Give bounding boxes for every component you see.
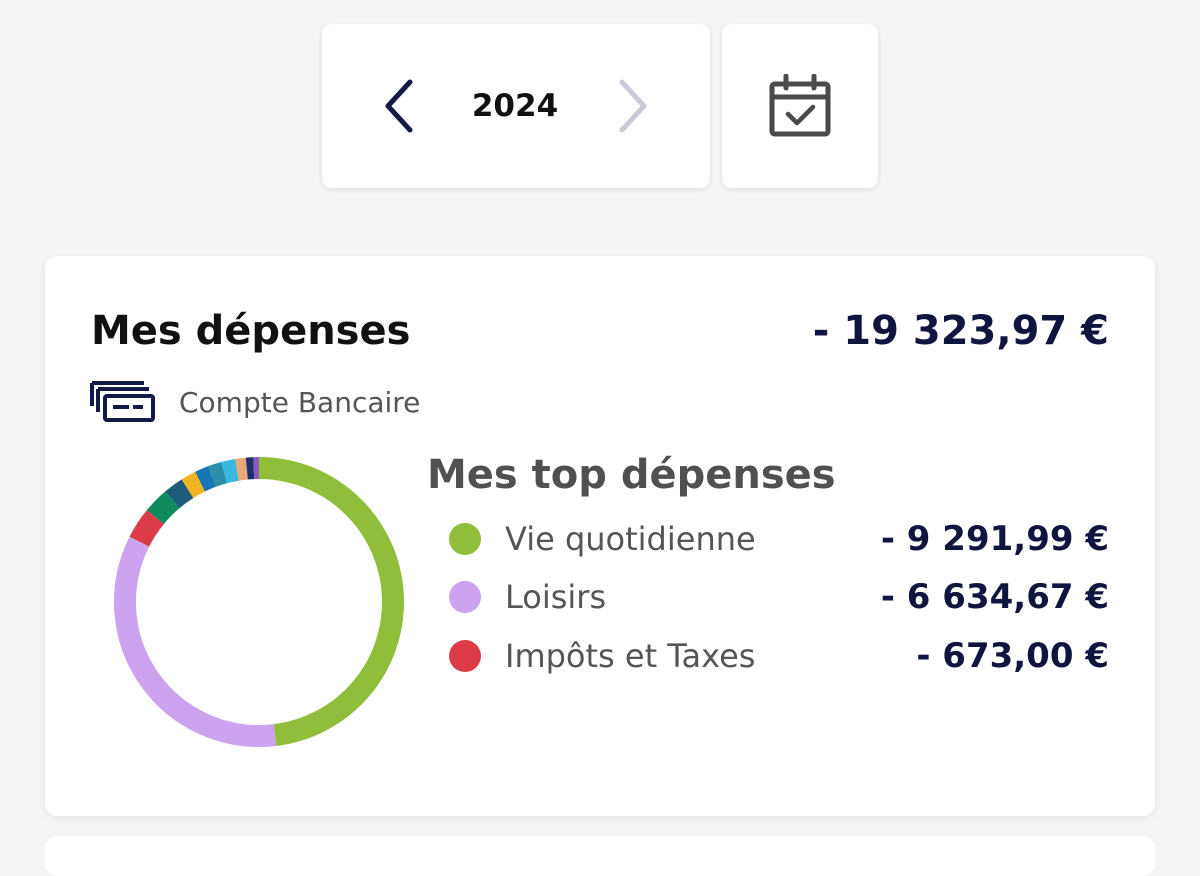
legend-amount: - 9 291,99 € [881,519,1109,559]
donut-slice-other-5[interactable] [188,482,201,489]
bank-cards-icon [89,380,157,424]
account-label: Compte Bancaire [179,386,420,419]
top-expenses-title: Mes top dépenses [427,452,836,498]
account-row: Compte Bancaire [89,380,420,424]
calendar-check-icon [768,74,832,138]
legend-label: Loisirs [505,578,606,616]
legend-dot [449,581,481,613]
legend-item-impots-et-taxes[interactable]: Impôts et Taxes - 673,00 € [449,631,1109,681]
donut-slice-other-9[interactable] [237,469,247,470]
year-selector: 2024 [322,24,710,188]
donut-slice-other-4[interactable] [172,489,187,500]
legend-label: Vie quotidienne [505,520,756,558]
legend-dot [449,640,481,672]
expenses-donut-chart [113,456,405,748]
next-year-button[interactable] [602,76,662,136]
donut-slice-loisirs[interactable] [125,542,275,736]
donut-slice-other-3[interactable] [155,500,172,517]
legend-item-loisirs[interactable]: Loisirs - 6 634,67 € [449,572,1109,622]
donut-slice-imp-ts-et-taxes[interactable] [139,517,155,542]
card-title: Mes dépenses [91,308,410,354]
chevron-right-icon [612,76,652,136]
legend-amount: - 673,00 € [916,636,1109,676]
legend-label: Impôts et Taxes [505,637,755,675]
donut-slice-other-8[interactable] [224,470,237,473]
year-label: 2024 [450,84,580,128]
legend-item-vie-quotidienne[interactable]: Vie quotidienne - 9 291,99 € [449,514,1109,564]
donut-slice-other-7[interactable] [212,473,224,477]
calendar-button[interactable] [722,24,878,188]
chevron-left-icon [380,76,420,136]
expenses-card[interactable]: Mes dépenses - 19 323,97 € Compte Bancai… [45,256,1155,816]
next-card [45,836,1155,876]
donut-slice-vie-quotidienne[interactable] [259,468,393,735]
previous-year-button[interactable] [370,76,430,136]
donut-slice-other-6[interactable] [200,476,212,481]
total-expenses-amount: - 19 323,97 € [813,308,1109,354]
legend-dot [449,523,481,555]
legend-amount: - 6 634,67 € [881,577,1109,617]
